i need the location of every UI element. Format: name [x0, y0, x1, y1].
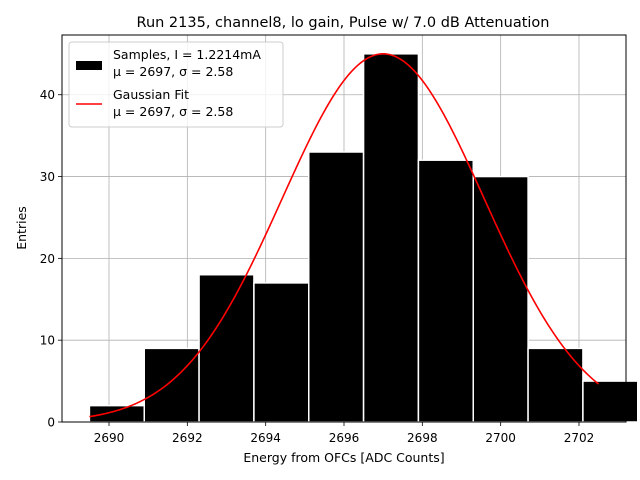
legend-fit-stats: μ = 2697, σ = 2.58: [113, 104, 233, 119]
y-tick-label: 40: [40, 88, 55, 102]
legend-histogram-stats: μ = 2697, σ = 2.58: [113, 64, 233, 79]
x-tick-label: 2694: [250, 431, 281, 445]
legend-histogram-swatch: [76, 61, 102, 70]
y-tick-label: 10: [40, 334, 55, 348]
x-tick-label: 2692: [172, 431, 203, 445]
histogram-bar: [362, 53, 420, 423]
y-axis-ticks: 0 10 20 30 40: [40, 88, 62, 430]
x-tick-label: 2700: [485, 431, 516, 445]
histogram-bar: [88, 404, 145, 423]
x-tick-label: 2698: [407, 431, 438, 445]
histogram-bar: [308, 151, 365, 423]
y-axis-label: Entries: [14, 206, 29, 250]
x-axis-ticks: 2690 2692 2694 2696 2698 2700 2702: [94, 422, 595, 445]
legend: Samples, I = 1.2214mA μ = 2697, σ = 2.58…: [68, 41, 284, 128]
histogram-bar: [582, 380, 639, 423]
y-tick-label: 20: [40, 252, 55, 266]
legend-fit-label: Gaussian Fit: [113, 87, 189, 102]
chart-title: Run 2135, channel8, lo gain, Pulse w/ 7.…: [137, 15, 550, 31]
x-tick-label: 2696: [329, 431, 360, 445]
x-tick-label: 2702: [564, 431, 595, 445]
y-tick-label: 0: [47, 416, 55, 430]
y-tick-label: 30: [40, 170, 55, 184]
legend-histogram-label: Samples, I = 1.2214mA: [113, 47, 261, 62]
gaussian-fit-curve: [89, 53, 600, 418]
x-tick-label: 2690: [94, 431, 125, 445]
histogram-bar: [143, 347, 200, 423]
histogram-bar: [472, 175, 529, 423]
histogram-bar: [417, 159, 474, 423]
histogram-bar: [527, 347, 584, 423]
histogram-bar: [253, 282, 310, 423]
legend-box: [68, 41, 284, 128]
x-axis-label: Energy from OFCs [ADC Counts]: [243, 450, 444, 465]
histogram-bar: [198, 273, 255, 423]
